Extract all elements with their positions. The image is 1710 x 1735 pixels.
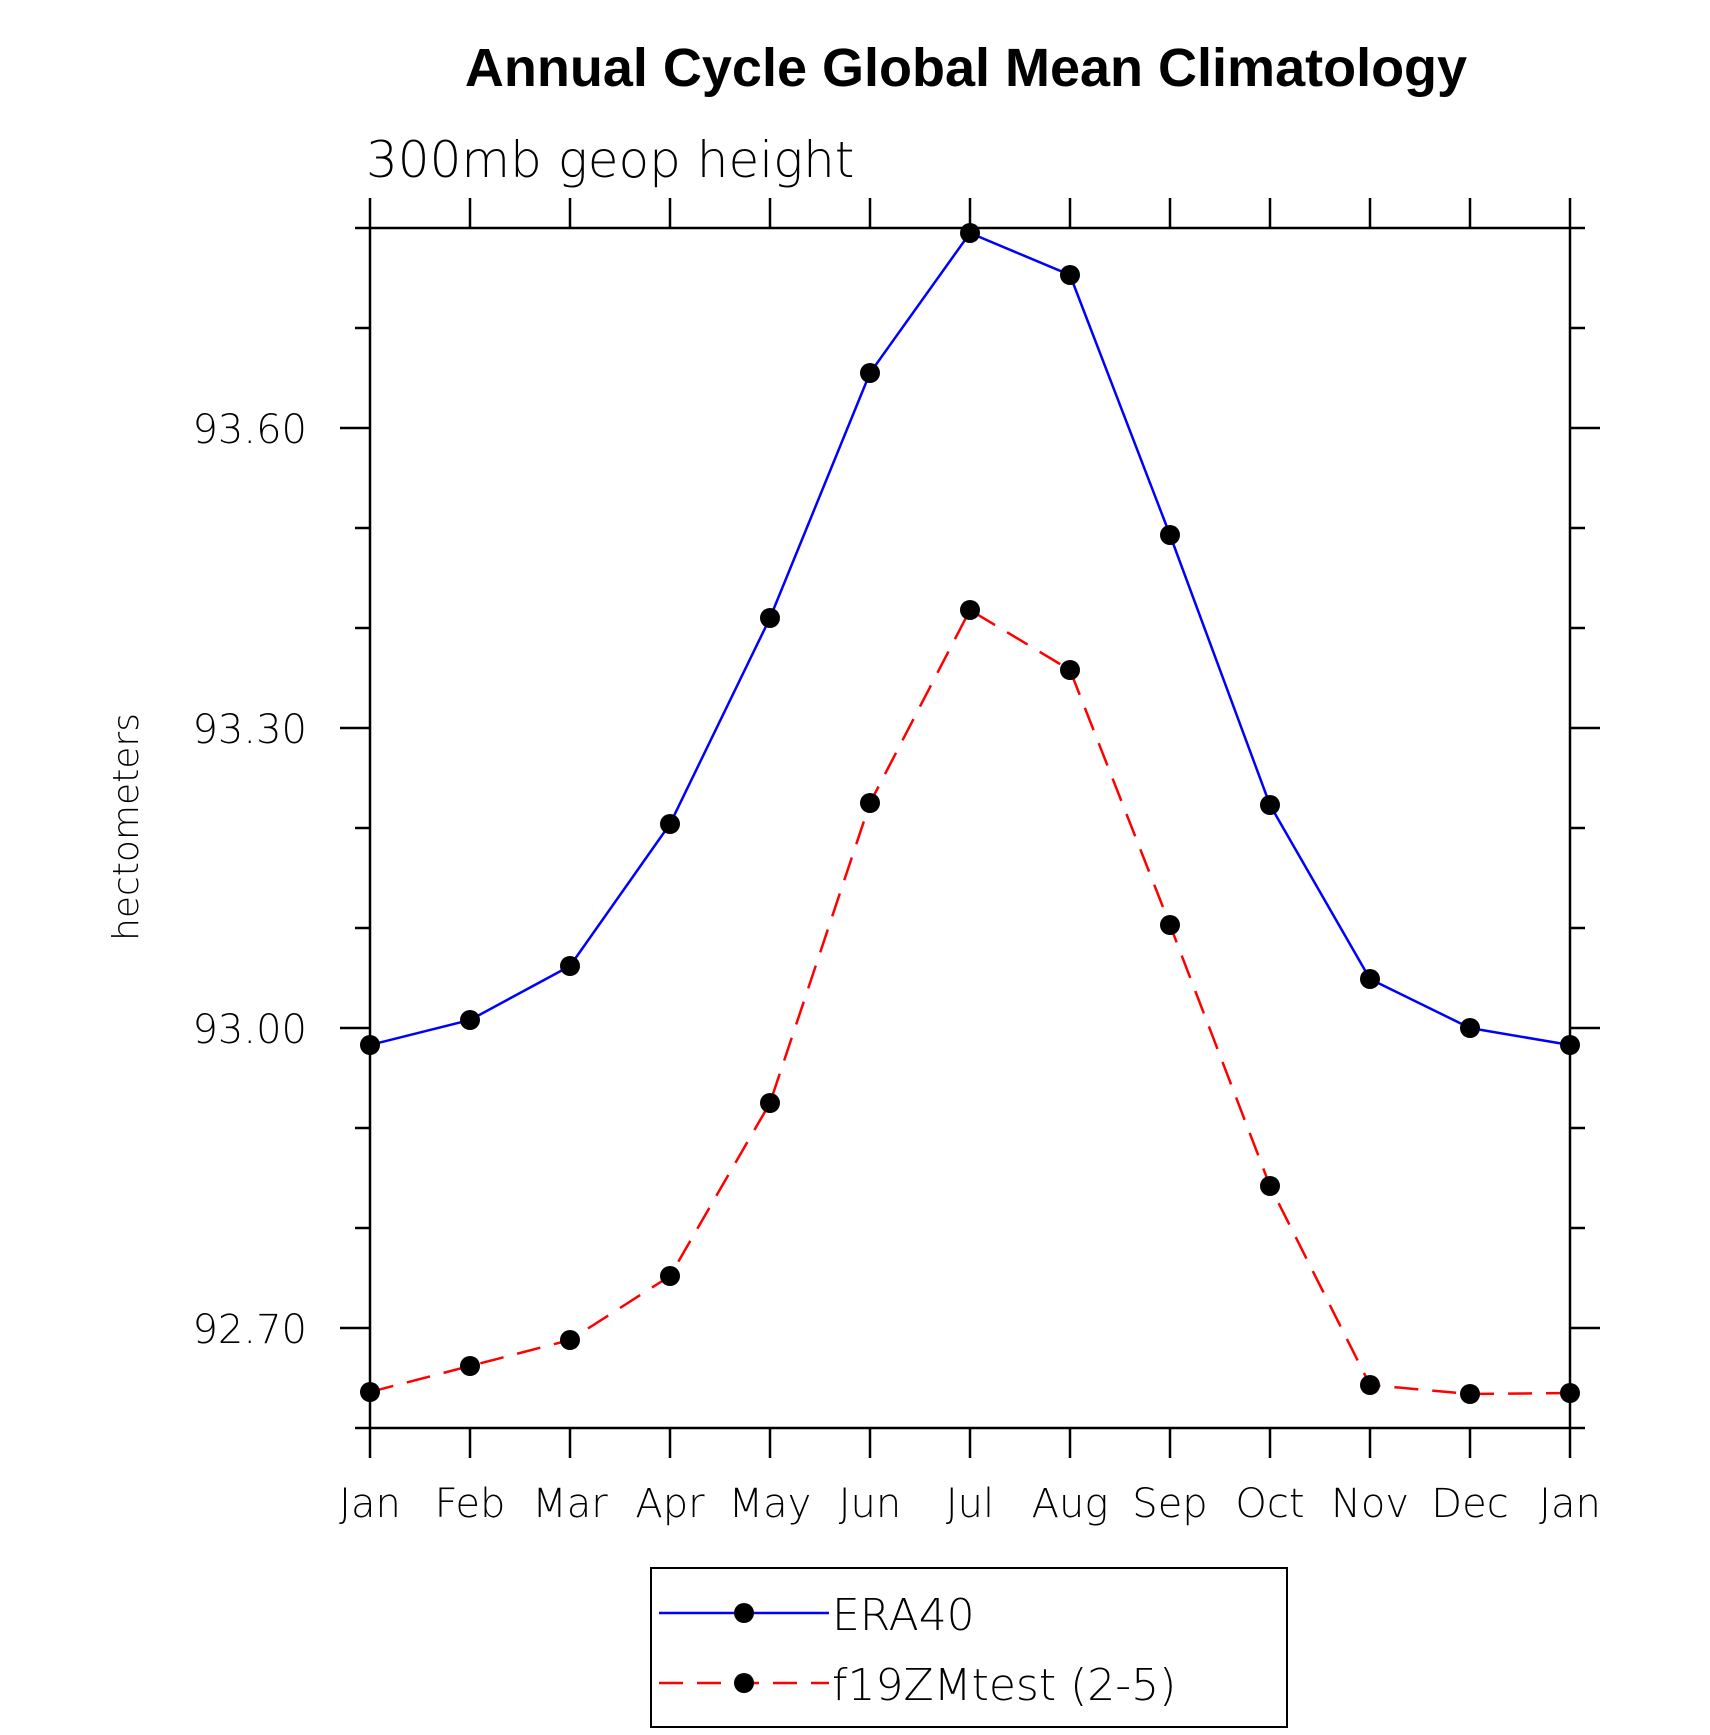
data-point — [660, 814, 680, 834]
data-point — [1260, 1176, 1280, 1196]
x-tick-label: Jan — [339, 1481, 401, 1527]
x-tick-label: Jan — [1539, 1481, 1601, 1527]
x-tick-label: May — [729, 1481, 812, 1527]
legend-label-era40: ERA40 — [832, 1590, 975, 1641]
x-tick-label: Mar — [532, 1481, 608, 1527]
data-point — [1460, 1018, 1480, 1038]
x-tick-label: Dec — [1431, 1481, 1508, 1527]
series-line-era40 — [369, 231, 1571, 1047]
y-axis-label: hectometers — [106, 713, 147, 941]
data-point — [1060, 660, 1080, 680]
plot-frame — [368, 226, 1572, 1430]
legend-box — [650, 1567, 1288, 1728]
data-point — [460, 1010, 480, 1030]
axes: Jan Feb Mar Apr May Jun Jul Aug Sep Oct Nov Dec Jan 9… — [192, 198, 1601, 1527]
data-point — [1260, 795, 1280, 815]
legend: ERA40 f19ZMtest (2-5) — [650, 1567, 1288, 1728]
chart-title: Annual Cycle Global Mean Climatology — [465, 38, 1467, 98]
series-line-f19zmtest — [369, 608, 1571, 1396]
data-point — [460, 1356, 480, 1376]
data-point — [1560, 1383, 1580, 1403]
y-tick-label: 93.30 — [192, 707, 307, 753]
data-point — [960, 223, 980, 243]
data-point — [960, 600, 980, 620]
data-point — [760, 608, 780, 628]
data-point — [860, 363, 880, 383]
data-point — [560, 1330, 580, 1350]
data-point — [760, 1093, 780, 1113]
data-point — [660, 1266, 680, 1286]
data-point — [560, 956, 580, 976]
data-point — [860, 793, 880, 813]
y-tick-label: 92.70 — [192, 1307, 307, 1353]
data-point — [1560, 1035, 1580, 1055]
x-tick-label: Feb — [435, 1481, 506, 1527]
y-tick-label: 93.60 — [192, 407, 307, 453]
x-tick-label: Sep — [1132, 1481, 1207, 1527]
data-point — [1360, 969, 1380, 989]
data-point — [1060, 265, 1080, 285]
y-tick-label: 93.00 — [192, 1007, 307, 1053]
x-tick-label: Jun — [839, 1481, 902, 1527]
data-point — [360, 1382, 380, 1402]
data-point — [360, 1035, 380, 1055]
x-tick-label: Oct — [1235, 1481, 1304, 1527]
x-tick-label: Aug — [1032, 1481, 1109, 1527]
data-point — [1160, 915, 1180, 935]
data-point — [1460, 1384, 1480, 1404]
series-layer — [360, 223, 1580, 1404]
x-tick-label: Jul — [946, 1481, 994, 1527]
legend-marker-era40 — [734, 1603, 754, 1623]
data-point — [1360, 1375, 1380, 1395]
x-tick-label: Nov — [1331, 1481, 1409, 1527]
chart-subtitle: 300mb geop height — [366, 131, 854, 189]
legend-label-f19zmtest: f19ZMtest (2-5) — [832, 1660, 1176, 1711]
legend-marker-f19zmtest — [734, 1673, 754, 1693]
x-tick-label: Apr — [635, 1481, 705, 1527]
data-point — [1160, 525, 1180, 545]
